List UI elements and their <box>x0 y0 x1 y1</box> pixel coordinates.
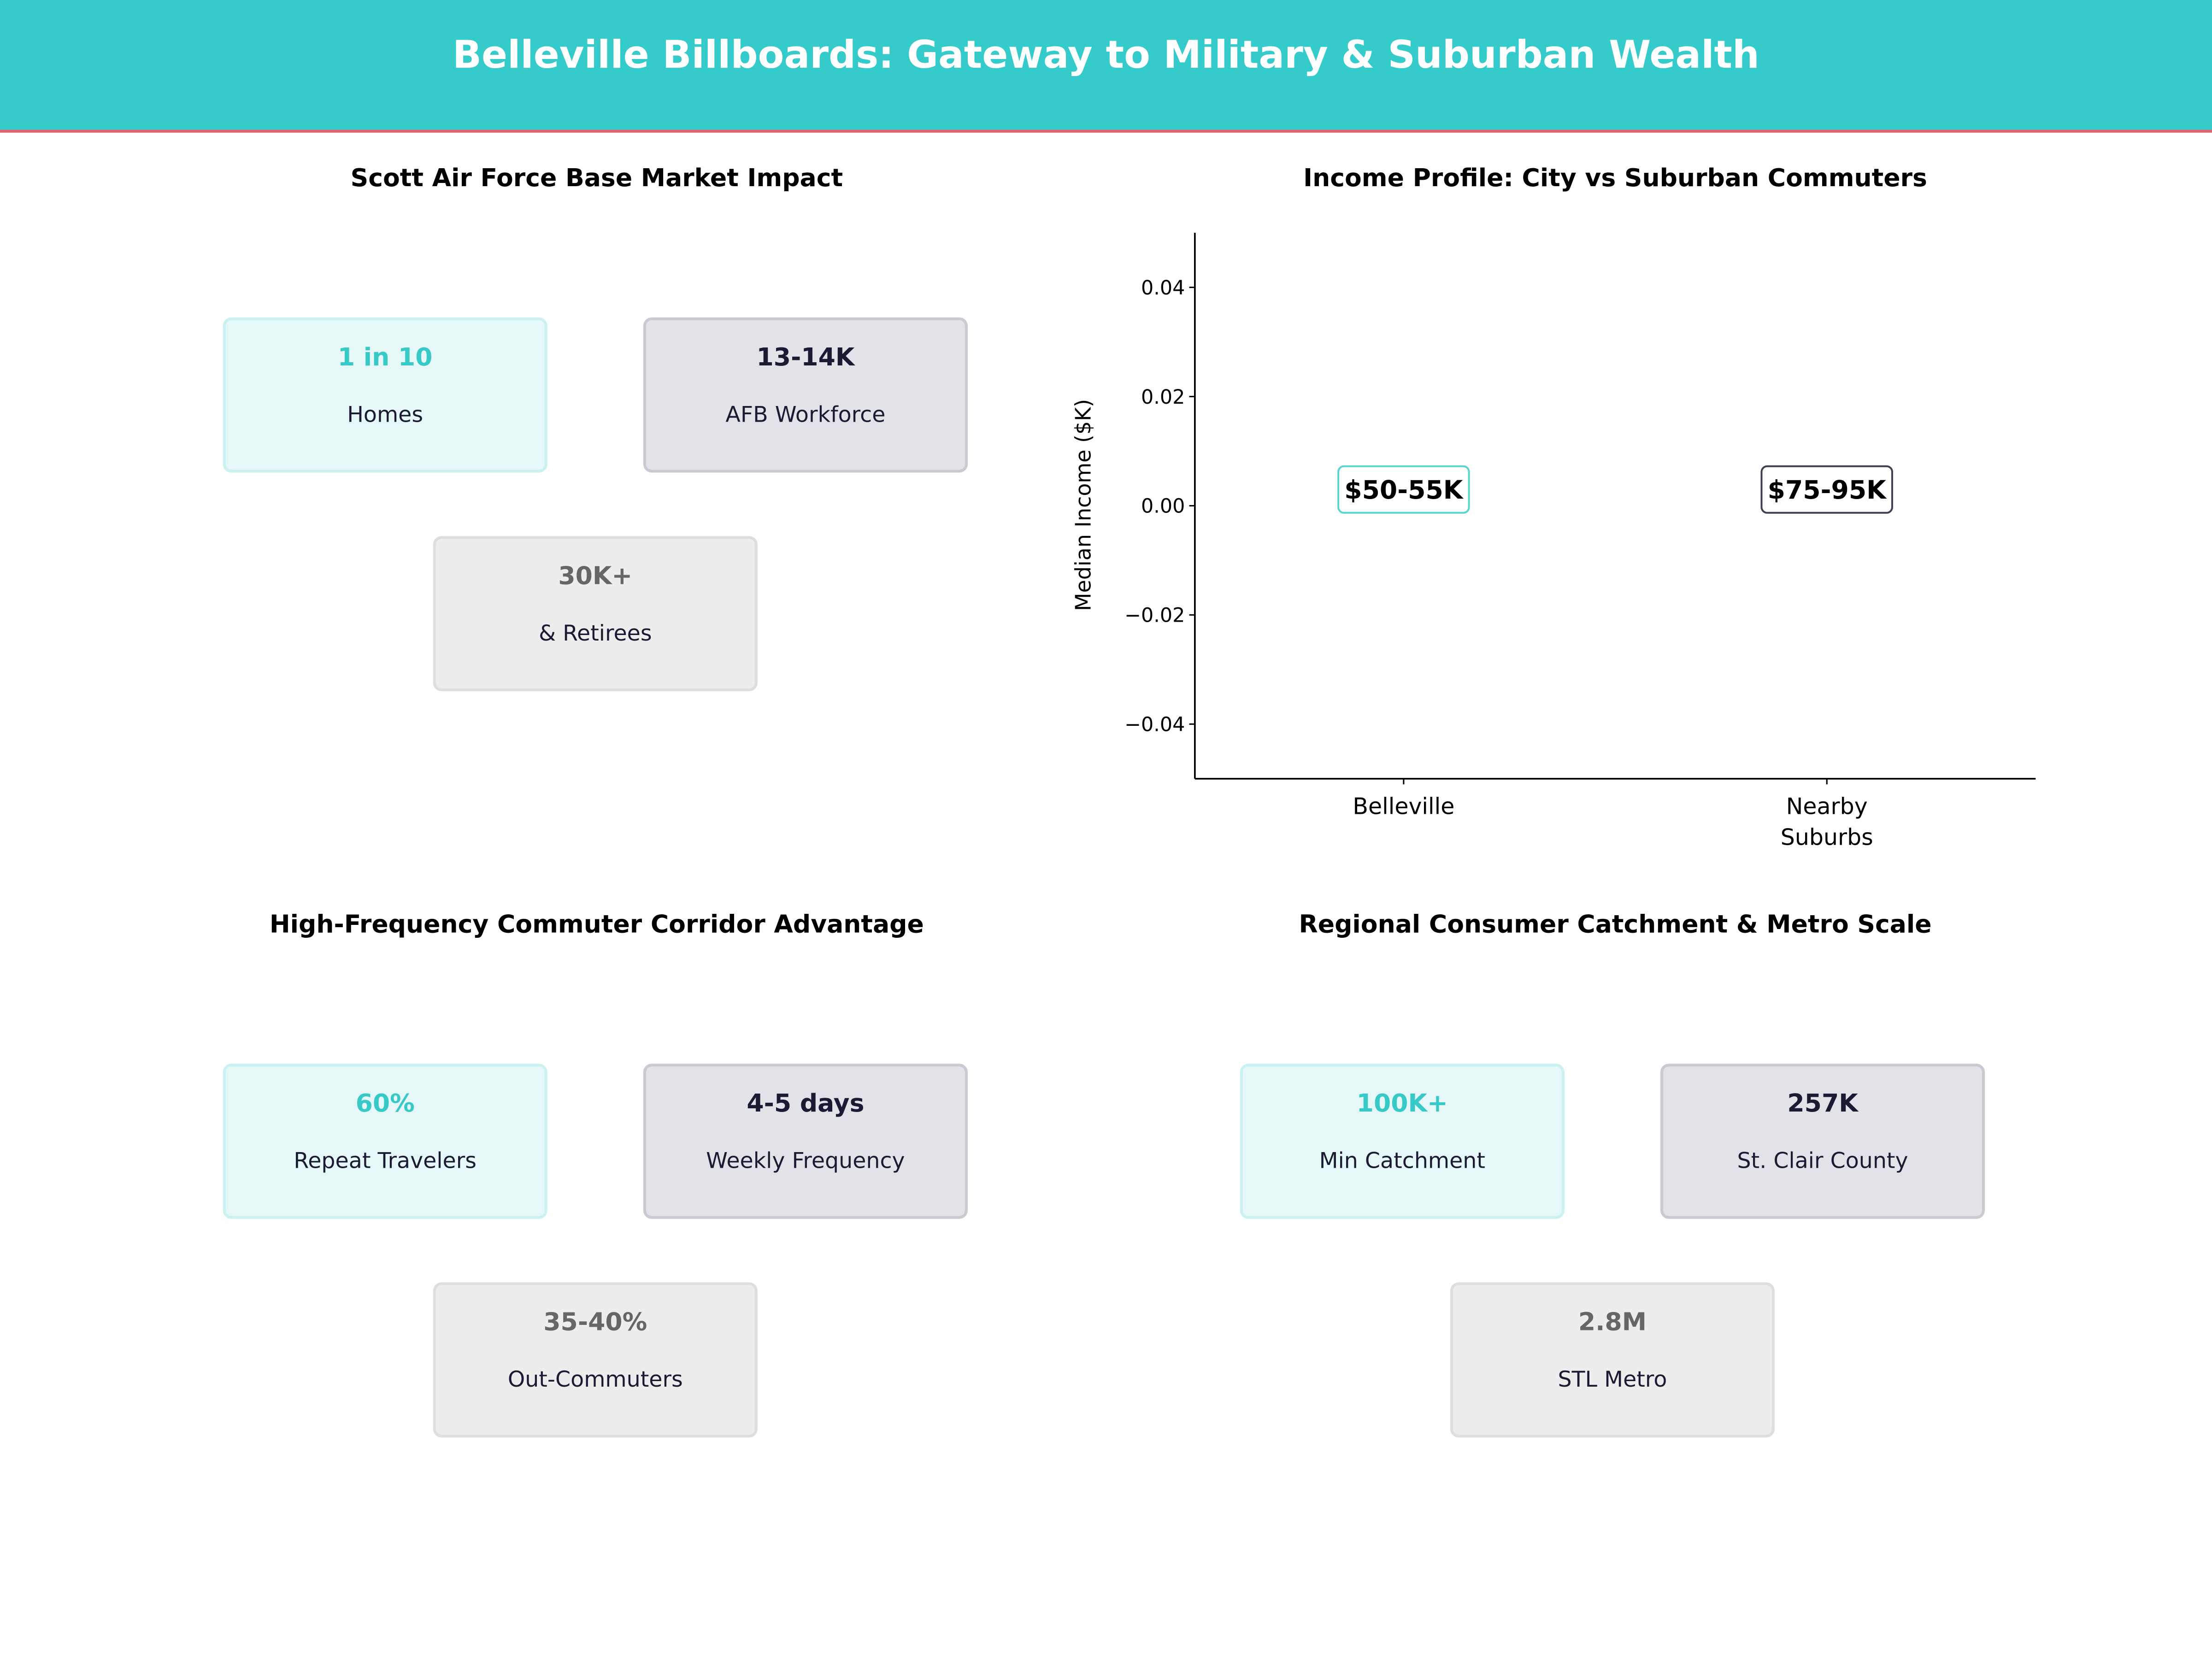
stat-label: St. Clair County <box>1737 1148 1908 1174</box>
stat-value: 60% <box>355 1090 415 1119</box>
panel-title-afb: Scott Air Force Base Market Impact <box>350 165 843 194</box>
stat-card-metro: 2.8M STL Metro <box>1450 1282 1775 1438</box>
header-banner: Belleville Billboards: Gateway to Milita… <box>0 0 2212 133</box>
stat-value: 30K+ <box>558 563 633 591</box>
stat-value: 4-5 days <box>747 1090 865 1119</box>
stat-label: & Retirees <box>539 620 652 647</box>
x-tick-label: Belleville <box>1353 793 1454 819</box>
stat-card-repeat: 60% Repeat Travelers <box>223 1064 547 1219</box>
x-tick-label: Suburbs <box>1781 824 1873 851</box>
stat-value: 35-40% <box>543 1309 647 1338</box>
stat-value: 1 in 10 <box>337 344 433 373</box>
y-tick-label: 0.04 <box>1141 276 1185 300</box>
y-tick-label: 0.02 <box>1141 386 1185 409</box>
x-tick-label: Nearby <box>1786 793 1868 819</box>
stat-label: AFB Workforce <box>725 402 886 428</box>
stat-label: Out-Commuters <box>507 1367 683 1393</box>
stat-label: STL Metro <box>1558 1367 1667 1393</box>
data-label-box <box>1760 465 1893 514</box>
stat-card-outcommuters: 35-40% Out-Commuters <box>433 1282 758 1438</box>
y-tick-label: 0.00 <box>1141 495 1185 518</box>
y-tick-label: −0.02 <box>1124 604 1185 627</box>
stat-label: Weekly Frequency <box>706 1148 905 1174</box>
stat-label: Repeat Travelers <box>294 1148 477 1174</box>
data-label: $50-55K <box>1344 475 1464 505</box>
stat-card-catchment: 100K+ Min Catchment <box>1240 1064 1565 1219</box>
page-title: Belleville Billboards: Gateway to Milita… <box>453 34 1759 78</box>
stat-label: Min Catchment <box>1319 1148 1486 1174</box>
stat-card-workforce: 13-14K AFB Workforce <box>643 317 968 473</box>
stat-card-homes: 1 in 10 Homes <box>223 317 547 473</box>
panel-title-catchment: Regional Consumer Catchment & Metro Scal… <box>1299 911 1932 940</box>
data-label-box <box>1337 465 1470 514</box>
panel-title-commuter: High-Frequency Commuter Corridor Advanta… <box>269 911 924 940</box>
y-tick-label: −0.04 <box>1124 713 1185 736</box>
y-axis-label: Median Income ($K) <box>1071 399 1095 611</box>
stat-card-frequency: 4-5 days Weekly Frequency <box>643 1064 968 1219</box>
chart-title: Income Profile: City vs Suburban Commute… <box>1303 165 1927 194</box>
data-label: $75-95K <box>1768 475 1888 505</box>
stat-label: Homes <box>347 402 424 428</box>
stat-value: 13-14K <box>756 344 855 373</box>
stat-card-county: 257K St. Clair County <box>1660 1064 1985 1219</box>
stat-value: 100K+ <box>1356 1090 1448 1119</box>
stat-value: 2.8M <box>1578 1309 1647 1338</box>
stat-card-retirees: 30K+ & Retirees <box>433 536 758 691</box>
stat-value: 257K <box>1787 1090 1858 1119</box>
